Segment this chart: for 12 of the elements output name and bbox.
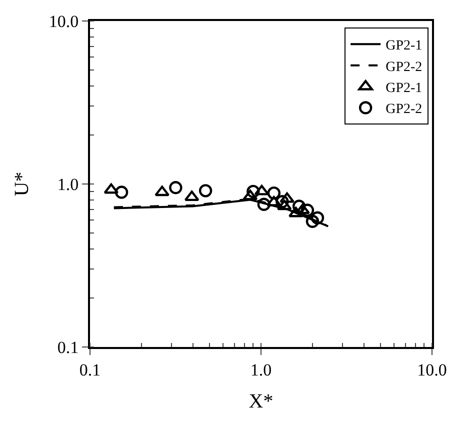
y-axis-title: U* [10,172,33,196]
legend-label: GP2-1 [386,38,422,54]
legend-label: GP2-2 [386,60,422,75]
x-tick-label: 1.0 [250,360,272,380]
y-tick-label: 1.0 [57,174,79,194]
y-tick-label: 10.0 [48,12,79,31]
legend-label: GP2-1 [386,80,422,96]
x-tick-label: 0.1 [79,360,101,380]
x-axis-title: X* [248,390,274,412]
legend-label: GP2-2 [386,102,422,118]
x-tick-label: 10.0 [417,360,447,380]
y-tick-label: 0.1 [57,338,79,357]
